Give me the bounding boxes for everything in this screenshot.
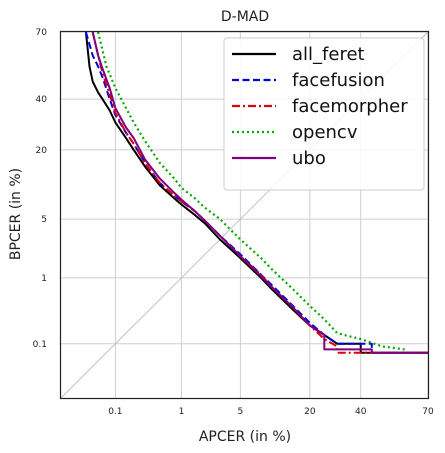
y-tick-label: 1: [41, 274, 47, 284]
x-tick-label: 1: [179, 407, 185, 417]
legend-label-all_feret: all_feret: [292, 44, 365, 65]
y-axis-label: BPCER (in %): [8, 168, 24, 260]
y-tick-label: 70: [36, 28, 48, 38]
chart-title: D-MAD: [221, 9, 269, 25]
legend-label-opencv: opencv: [292, 122, 358, 143]
plot-frame: [59, 30, 430, 400]
x-tick-labels: 0.1 1 5 20 40 70: [108, 407, 434, 417]
y-tick-label: 20: [36, 146, 48, 156]
legend-box: [223, 37, 425, 191]
legend-label-facefusion: facefusion: [292, 70, 385, 91]
legend-label-facemorpher: facemorpher: [292, 96, 408, 117]
series-lines: [84, 31, 428, 354]
legend-label-ubo: ubo: [292, 148, 326, 169]
x-axis-label: APCER (in %): [199, 429, 291, 445]
series-line-ubo: [91, 31, 428, 354]
x-tick-label: 70: [422, 407, 434, 417]
x-tick-label: 0.1: [108, 407, 122, 417]
y-tick-label: 5: [41, 215, 47, 225]
x-tick-label: 40: [355, 407, 367, 417]
x-tick-label: 5: [238, 407, 244, 417]
y-tick-label: 40: [36, 95, 48, 105]
x-tick-label: 20: [304, 407, 316, 417]
legend: all_feret facefusion facemorpher opencv ubo: [223, 37, 425, 191]
y-tick-label: 0.1: [33, 340, 47, 350]
y-tick-labels: 0.1 1 5 20 40 70: [33, 28, 48, 350]
